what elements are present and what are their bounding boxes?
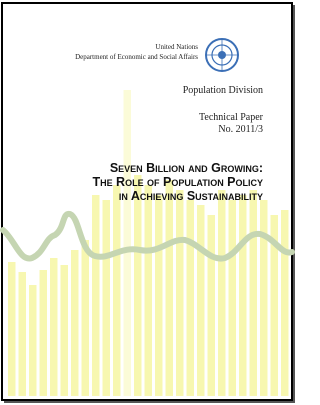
decor-bar [71, 250, 79, 396]
title-line: Seven Billion and Growing: [110, 161, 263, 175]
decor-bar [29, 285, 37, 396]
department: Department of Economic and Social Affair… [75, 53, 198, 61]
decor-bar [8, 262, 16, 396]
decor-bar [187, 200, 195, 396]
decor-bar [229, 200, 237, 396]
decor-bar [113, 185, 121, 396]
decor-bar [239, 195, 247, 396]
decor-bar [145, 185, 153, 396]
decor-bar [155, 195, 163, 396]
un-logo [206, 39, 238, 71]
division: Population Division [183, 85, 263, 96]
decor-bar [250, 190, 258, 396]
decor-bar [134, 175, 142, 396]
decor-bar [50, 258, 58, 396]
decor-bar [92, 195, 100, 396]
title-line: in Achieving Sustainability [119, 189, 263, 203]
decor-bar [281, 210, 289, 396]
decor-bar [61, 265, 69, 396]
title-line: The Role of Population Policy [92, 175, 263, 189]
decor-bar [82, 240, 90, 396]
decor-bar [260, 200, 268, 396]
org: United Nations [155, 43, 198, 51]
decor-bar [19, 272, 27, 396]
decor-bar [197, 205, 205, 396]
decor-bar [218, 190, 226, 396]
series-number: No. 2011/3 [218, 124, 263, 135]
decor-bar [103, 200, 111, 396]
decor-bar [124, 90, 132, 396]
cover: United Nations Department of Economic an… [0, 0, 297, 405]
decor-bar [166, 180, 174, 396]
decor-bar [40, 270, 48, 396]
decor-bar [176, 190, 184, 396]
page: United Nations Department of Economic an… [0, 0, 297, 405]
decor-bar [208, 215, 216, 396]
series-label: Technical Paper [199, 112, 264, 123]
